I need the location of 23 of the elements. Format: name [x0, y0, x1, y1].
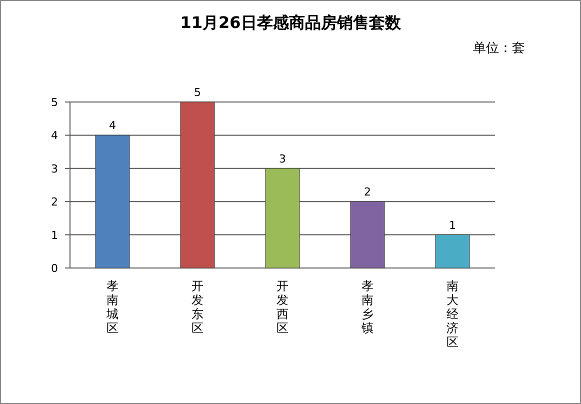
data-label: 5 — [194, 86, 201, 99]
chart-title: 11月26日孝感商品房销售套数 — [180, 13, 402, 32]
bar — [350, 201, 385, 268]
data-label: 2 — [364, 186, 371, 199]
y-tick-label: 4 — [51, 129, 58, 142]
bar — [265, 168, 300, 268]
x-tick-label: 南大经济区 — [446, 279, 458, 349]
bar — [180, 102, 215, 268]
y-tick-label: 3 — [51, 162, 58, 176]
y-tick-label: 1 — [51, 228, 58, 242]
x-tick-label: 孝南城区 — [106, 279, 118, 335]
chart-subtitle: 单位：套 — [473, 41, 525, 56]
data-label: 1 — [449, 218, 456, 232]
data-label: 4 — [109, 119, 116, 132]
x-tick-label: 开发东区 — [192, 279, 204, 335]
bar — [95, 134, 130, 268]
y-tick-label: 2 — [51, 196, 58, 209]
x-tick-label: 孝南乡镇 — [360, 279, 374, 335]
bar — [435, 234, 470, 268]
x-tick-label: 开发西区 — [276, 279, 288, 335]
y-tick-label: 0 — [51, 262, 58, 275]
data-label: 3 — [279, 152, 286, 166]
y-tick-label: 5 — [51, 96, 58, 109]
